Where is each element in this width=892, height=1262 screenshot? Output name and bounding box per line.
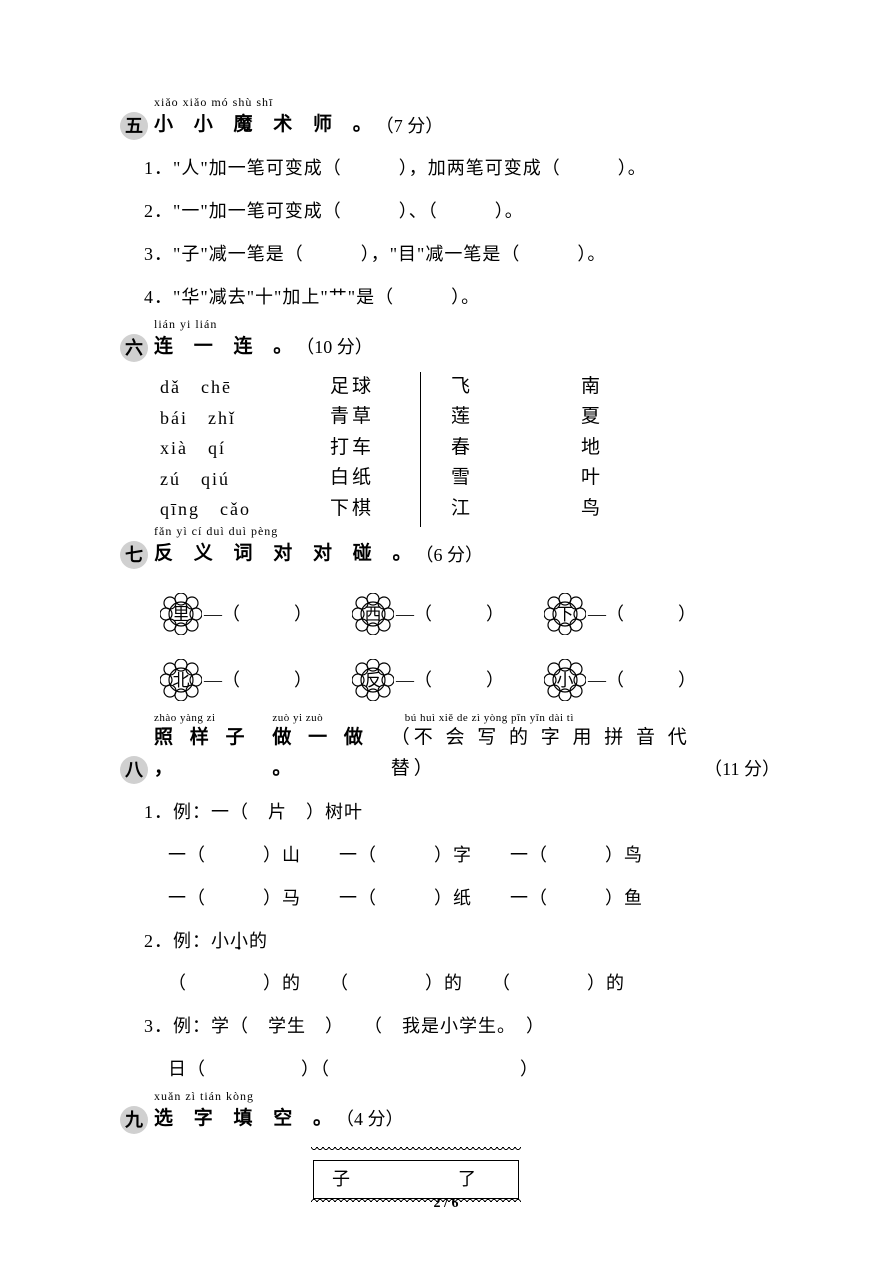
q8-2-example: 2．例：小小的: [120, 927, 772, 956]
q8-1-example: 1．例：一（ 片 ）树叶: [120, 798, 772, 827]
section-8-heading: 八 zhào yàng zi 照 样 子 ， zuò yi zuò 做 一 做 …: [120, 723, 772, 784]
section-9-heading: 九 xuǎn zì tián kòng 选 字 填 空 。 （4 分）: [120, 1104, 772, 1134]
section-5-num: 五: [120, 112, 148, 140]
q5-4: 4．"华"减去"十"加上"艹"是（ ）。: [120, 283, 772, 312]
section-7-score: （6 分）: [416, 541, 484, 570]
divider-line: [420, 372, 421, 527]
antonym-item: 反 —（ ）: [352, 659, 504, 701]
q8-1-row1: 一（ ）山 一（ ）字 一（ ）鸟: [120, 841, 772, 870]
antonym-row-2: 北 —（ ） 反 —（ ） 小 —（ ）: [120, 659, 772, 701]
section-7-num: 七: [120, 541, 148, 569]
antonym-row-1: 里 —（ ） 西 —（ ） 下 —（ ）: [120, 593, 772, 635]
char-box-wrap: 子 了: [120, 1150, 772, 1199]
q8-3-example: 3．例：学（ 学生 ） （ 我是小学生。 ）: [120, 1012, 772, 1041]
flower-icon: 小: [544, 659, 586, 701]
section-8-title-2: zuò yi zuò 做 一 做 。: [272, 723, 390, 784]
q5-2: 2．"一"加一笔可变成（ ）、（ ）。: [120, 197, 772, 226]
section-8-title-1: zhào yàng zi 照 样 子 ，: [154, 723, 272, 784]
match-word-col-2: 飞 莲 春 雪 江: [451, 372, 581, 527]
section-7-title: fǎn yì cí duì duì pèng 反 义 词 对 对 碰 。: [154, 539, 420, 569]
section-8-note: bú huì xiě de zì yòng pīn yīn dài tì （不 …: [391, 723, 708, 784]
section-9-title: xuǎn zì tián kòng 选 字 填 空 。: [154, 1104, 340, 1134]
match-word-col-3: 南 夏 地 叶 鸟: [581, 372, 631, 527]
worksheet-page: 五 xiǎo xiǎo mó shù shī 小 小 魔 术 师 。 （7 分）…: [0, 0, 892, 1239]
section-5-heading: 五 xiǎo xiǎo mó shù shī 小 小 魔 术 师 。 （7 分）: [120, 110, 772, 140]
q8-3-row1: 日（ ）（ ）: [120, 1055, 772, 1084]
antonym-item: 里 —（ ）: [160, 593, 312, 635]
q8-1-row2: 一（ ）马 一（ ）纸 一（ ）鱼: [120, 884, 772, 913]
flower-icon: 下: [544, 593, 586, 635]
antonym-item: 西 —（ ）: [352, 593, 504, 635]
flower-icon: 北: [160, 659, 202, 701]
flower-icon: 西: [352, 593, 394, 635]
page-number: 2 / 6: [0, 1196, 892, 1212]
section-9-num: 九: [120, 1106, 148, 1134]
section-9-score: （4 分）: [336, 1105, 404, 1134]
section-6-score: （10 分）: [296, 333, 373, 362]
flower-icon: 反: [352, 659, 394, 701]
section-6-heading: 六 lián yi lián 连 一 连 。 （10 分）: [120, 332, 772, 362]
section-7-heading: 七 fǎn yì cí duì duì pèng 反 义 词 对 对 碰 。 （…: [120, 539, 772, 569]
match-word-col-1: 足球 青草 打车 白纸 下棋: [330, 372, 410, 527]
q8-2-row1: （ ）的 （ ）的 （ ）的: [120, 969, 772, 998]
section-5-title: xiǎo xiǎo mó shù shī 小 小 魔 术 师 。: [154, 110, 380, 140]
antonym-item: 下 —（ ）: [544, 593, 696, 635]
section-6-title: lián yi lián 连 一 连 。: [154, 332, 300, 362]
char-choice-box: 子 了: [313, 1150, 519, 1199]
antonym-item: 北 —（ ）: [160, 659, 312, 701]
q5-3: 3．"子"减一笔是（ ），"目"减一笔是（ ）。: [120, 240, 772, 269]
flower-icon: 里: [160, 593, 202, 635]
antonym-item: 小 —（ ）: [544, 659, 696, 701]
matching-table: dǎ chē bái zhǐ xià qí zú qiú qīng cǎo 足球…: [120, 372, 772, 527]
match-pinyin-col: dǎ chē bái zhǐ xià qí zú qiú qīng cǎo: [160, 372, 330, 527]
section-6-num: 六: [120, 334, 148, 362]
section-5-score: （7 分）: [376, 112, 444, 141]
section-8-score: （11 分）: [704, 755, 772, 784]
q5-1: 1．"人"加一笔可变成（ ），加两笔可变成（ ）。: [120, 154, 772, 183]
section-8-num: 八: [120, 756, 148, 784]
